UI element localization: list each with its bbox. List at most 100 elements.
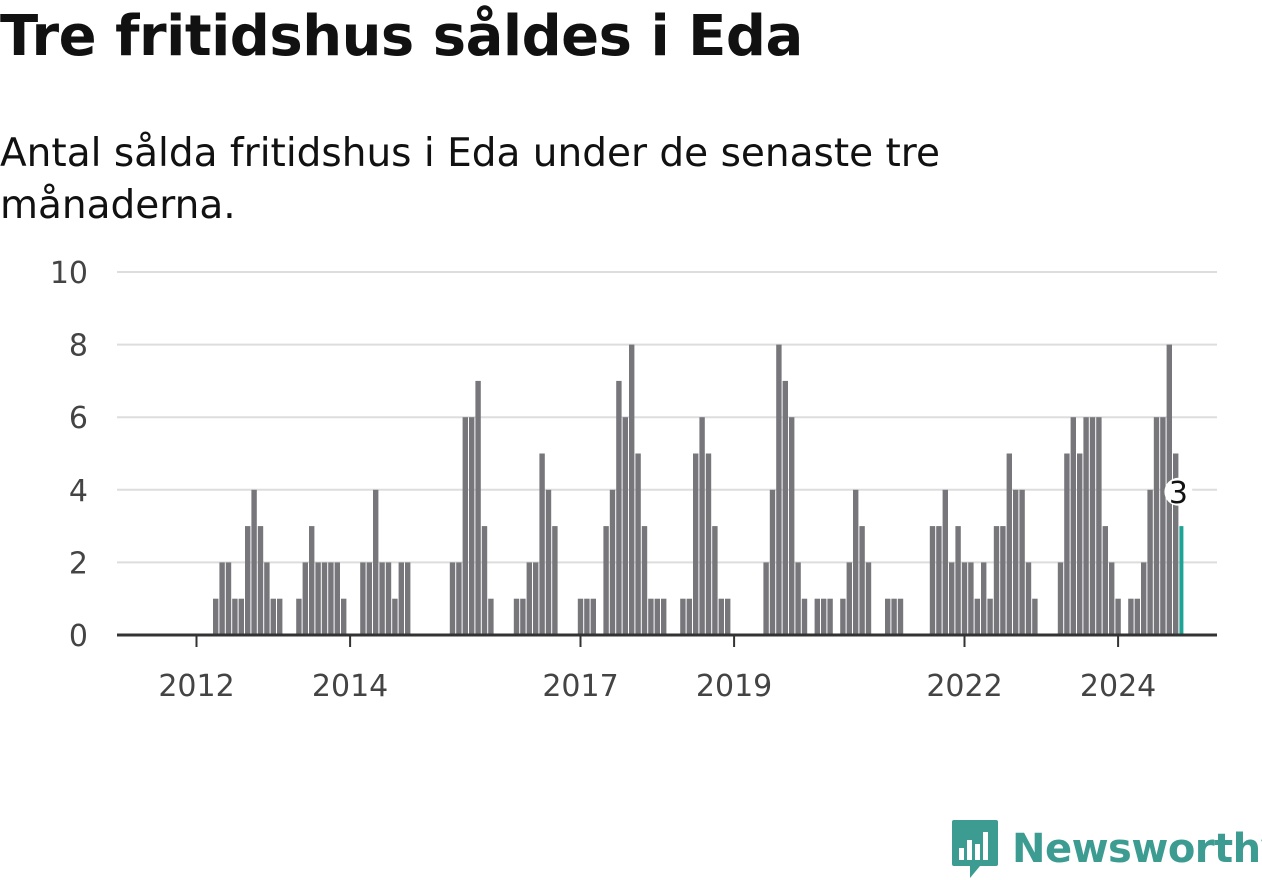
bar bbox=[488, 598, 494, 635]
bar bbox=[968, 562, 974, 635]
bar bbox=[936, 526, 942, 635]
bar bbox=[366, 562, 372, 635]
bar bbox=[257, 526, 264, 635]
bar bbox=[987, 598, 993, 635]
bar bbox=[232, 598, 238, 635]
x-tick-label: 2022 bbox=[926, 669, 1002, 704]
bar bbox=[398, 562, 404, 635]
chart-subtitle: Antal sålda fritidshus i Eda under de se… bbox=[0, 131, 940, 228]
bar bbox=[1153, 417, 1160, 635]
bar bbox=[993, 526, 1000, 635]
bar bbox=[1000, 526, 1006, 635]
bar bbox=[219, 562, 225, 635]
highlight-value-label: 3 bbox=[1169, 476, 1188, 511]
bar bbox=[405, 562, 411, 635]
bar bbox=[552, 526, 558, 635]
bar bbox=[821, 598, 827, 635]
bar bbox=[526, 562, 532, 635]
bar bbox=[309, 526, 315, 635]
bar bbox=[328, 562, 334, 635]
bar bbox=[974, 598, 980, 635]
bar bbox=[277, 598, 283, 635]
bar bbox=[360, 562, 366, 635]
bar bbox=[1128, 598, 1134, 635]
bar bbox=[296, 598, 302, 635]
bar bbox=[1083, 417, 1089, 635]
y-tick-label: 10 bbox=[50, 256, 88, 291]
bar bbox=[513, 598, 520, 635]
bar bbox=[705, 453, 712, 635]
bar bbox=[270, 598, 276, 635]
bar bbox=[629, 344, 635, 635]
bar bbox=[385, 562, 392, 635]
bar bbox=[712, 526, 718, 635]
bar bbox=[392, 598, 398, 635]
bar bbox=[680, 598, 686, 635]
y-tick-label: 2 bbox=[69, 546, 88, 581]
bar bbox=[1064, 453, 1070, 635]
bar bbox=[981, 562, 987, 635]
bar bbox=[891, 598, 897, 635]
bar bbox=[1057, 562, 1064, 635]
bar bbox=[616, 380, 622, 635]
bar bbox=[1032, 598, 1038, 635]
bar bbox=[1096, 417, 1102, 635]
highlight-bar bbox=[1179, 526, 1184, 635]
bar bbox=[699, 417, 705, 635]
bar bbox=[481, 526, 488, 635]
bar bbox=[251, 489, 257, 635]
bar bbox=[782, 380, 788, 635]
x-tick-label: 2012 bbox=[158, 669, 234, 704]
bar bbox=[533, 562, 539, 635]
bar bbox=[577, 598, 584, 635]
bar bbox=[1025, 562, 1032, 635]
x-tick-label: 2014 bbox=[312, 669, 388, 704]
bar bbox=[693, 453, 699, 635]
bar bbox=[885, 598, 891, 635]
bar bbox=[1102, 526, 1108, 635]
bar bbox=[238, 598, 244, 635]
bar bbox=[264, 562, 270, 635]
bar bbox=[961, 562, 968, 635]
bar bbox=[1013, 489, 1019, 635]
y-tick-label: 0 bbox=[69, 619, 88, 654]
y-tick-label: 4 bbox=[69, 474, 88, 509]
bar bbox=[584, 598, 590, 635]
brand-name: Newsworthy bbox=[1012, 826, 1262, 872]
bar bbox=[373, 489, 379, 635]
bar bbox=[1077, 453, 1083, 635]
bar bbox=[648, 598, 654, 635]
chart-title: Tre fritidshus såldes i Eda bbox=[0, 4, 803, 69]
bar bbox=[462, 417, 468, 635]
bar bbox=[635, 453, 641, 635]
bar bbox=[641, 526, 648, 635]
bar bbox=[590, 598, 596, 635]
bar bbox=[789, 417, 795, 635]
bar bbox=[1019, 489, 1025, 635]
bar bbox=[865, 562, 872, 635]
bar bbox=[1160, 417, 1166, 635]
bar bbox=[949, 562, 955, 635]
x-tick-label: 2019 bbox=[696, 669, 772, 704]
bar bbox=[859, 526, 865, 635]
bar bbox=[846, 562, 852, 635]
bar bbox=[1070, 417, 1076, 635]
bar bbox=[225, 562, 232, 635]
y-tick-label: 6 bbox=[69, 401, 88, 436]
bar bbox=[1115, 598, 1121, 635]
bar bbox=[1089, 417, 1096, 635]
bar bbox=[341, 598, 347, 635]
bar bbox=[801, 598, 808, 635]
bar bbox=[942, 489, 948, 635]
bar bbox=[776, 344, 782, 635]
bar bbox=[827, 598, 833, 635]
bar bbox=[321, 562, 328, 635]
x-tick-label: 2017 bbox=[542, 669, 618, 704]
bar bbox=[763, 562, 769, 635]
bar-chart: 0 2 4 6 8 10 2012 2014 2017 2019 2022 2024 3 bbox=[50, 256, 1217, 704]
bars bbox=[213, 344, 1184, 635]
bar bbox=[929, 526, 936, 635]
grid-lines bbox=[117, 271, 1217, 564]
bar bbox=[814, 598, 820, 635]
bar bbox=[686, 598, 692, 635]
